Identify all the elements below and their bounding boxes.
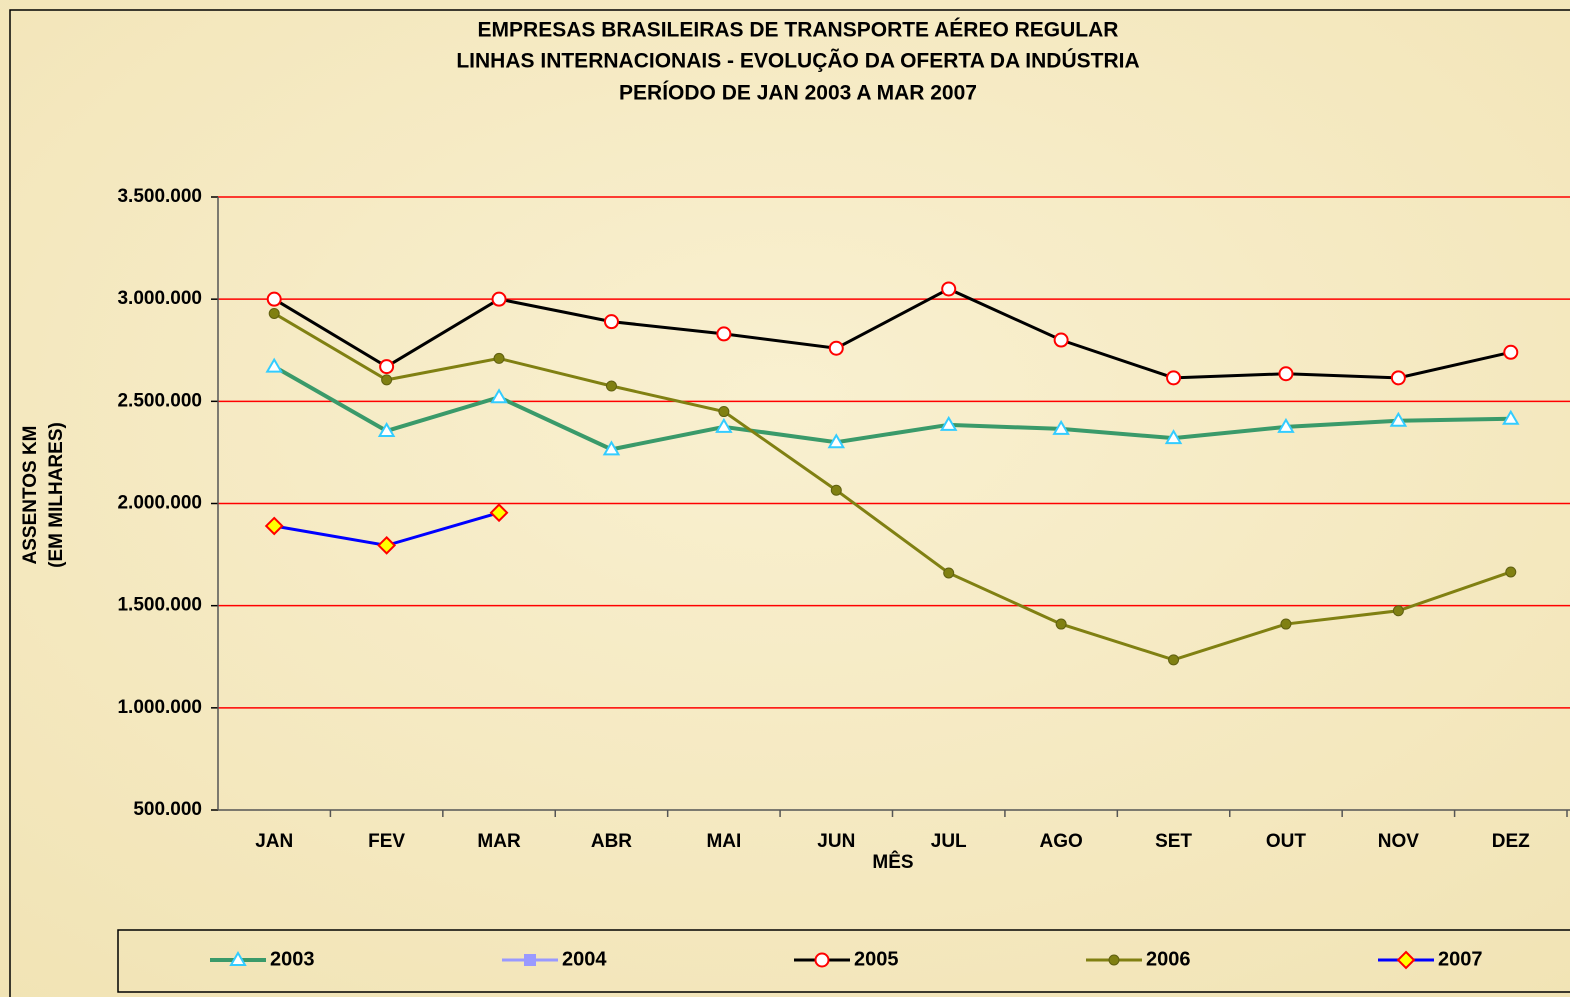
x-tick-label: JAN	[255, 831, 293, 852]
data-point	[718, 406, 730, 418]
data-point	[939, 415, 958, 431]
data-point	[1166, 370, 1182, 386]
y-tick-label: 2.500.000	[117, 390, 202, 411]
data-point	[1280, 618, 1292, 630]
data-point	[493, 352, 505, 364]
data-point	[1390, 370, 1406, 386]
data-point	[603, 314, 619, 330]
chart-border	[9, 9, 1570, 997]
data-point	[266, 291, 282, 307]
data-point	[1278, 366, 1294, 382]
y-tick-label: 1.500.000	[117, 595, 202, 616]
legend-label: 2006	[1146, 948, 1191, 970]
legend-label: 2003	[270, 948, 315, 970]
data-point	[1164, 429, 1183, 445]
data-point	[381, 374, 393, 386]
data-point	[716, 326, 732, 342]
data-point	[1505, 566, 1517, 578]
x-tick-label: JUL	[931, 831, 967, 852]
x-tick-label: JUN	[817, 831, 855, 852]
data-point	[830, 484, 842, 496]
data-point	[941, 281, 957, 297]
data-point	[1052, 419, 1070, 435]
data-point	[264, 516, 284, 536]
chart-title: PERÍODO DE JAN 2003 A MAR 2007	[619, 82, 977, 105]
x-tick-label: AGO	[1039, 831, 1082, 852]
x-tick-label: NOV	[1378, 831, 1420, 852]
x-tick-label: MAR	[477, 831, 521, 852]
data-point	[1392, 605, 1404, 617]
x-tick-label: DEZ	[1492, 831, 1530, 852]
legend-label: 2004	[562, 948, 607, 970]
data-point	[265, 357, 283, 373]
legend-label: 2005	[854, 948, 899, 970]
data-point	[828, 340, 844, 356]
data-point	[491, 291, 507, 307]
data-point	[827, 433, 846, 449]
data-point	[602, 440, 621, 456]
x-tick-label: ABR	[591, 831, 632, 852]
data-point	[1277, 417, 1295, 433]
series-line	[273, 287, 1512, 380]
data-point	[377, 535, 397, 555]
x-tick-label: SET	[1155, 831, 1192, 852]
y-tick-label: 3.000.000	[117, 288, 202, 309]
data-point	[943, 567, 955, 579]
series-line	[273, 364, 1511, 452]
legend-marker	[814, 952, 830, 968]
data-point	[489, 503, 509, 523]
data-point	[1168, 654, 1180, 666]
data-point	[605, 380, 617, 392]
legend-marker	[524, 954, 536, 966]
data-point	[268, 307, 280, 319]
data-point	[1389, 411, 1408, 427]
x-tick-label: FEV	[368, 831, 405, 852]
legend-box	[117, 929, 1570, 993]
y-tick-label: 1.000.000	[117, 697, 202, 718]
chart-title: EMPRESAS BRASILEIRAS DE TRANSPORTE AÉREO…	[478, 19, 1119, 42]
data-point	[379, 359, 395, 375]
x-tick-label: MAI	[706, 831, 741, 852]
y-tick-label: 3.500.000	[117, 186, 202, 207]
legend-label: 2007	[1438, 948, 1483, 970]
data-point	[1055, 618, 1067, 630]
chart-title: LINHAS INTERNACIONAIS - EVOLUÇÃO DA OFER…	[456, 49, 1139, 73]
y-axis-label: ASSENTOS KM	[20, 425, 41, 564]
legend-marker	[229, 951, 247, 966]
series-line	[273, 312, 1512, 662]
data-point	[1502, 409, 1520, 425]
y-tick-label: 2.000.000	[117, 493, 202, 514]
x-axis-label: MÊS	[872, 851, 913, 873]
data-point	[1503, 344, 1519, 360]
data-point	[490, 388, 508, 404]
legend-marker	[1108, 954, 1120, 966]
y-axis-label: (EM MILHARES)	[46, 422, 67, 568]
y-tick-label: 500.000	[133, 799, 202, 820]
legend-marker	[1396, 950, 1416, 970]
data-point	[1053, 332, 1069, 348]
data-point	[715, 417, 733, 433]
data-point	[377, 421, 396, 437]
x-tick-label: OUT	[1266, 831, 1307, 852]
